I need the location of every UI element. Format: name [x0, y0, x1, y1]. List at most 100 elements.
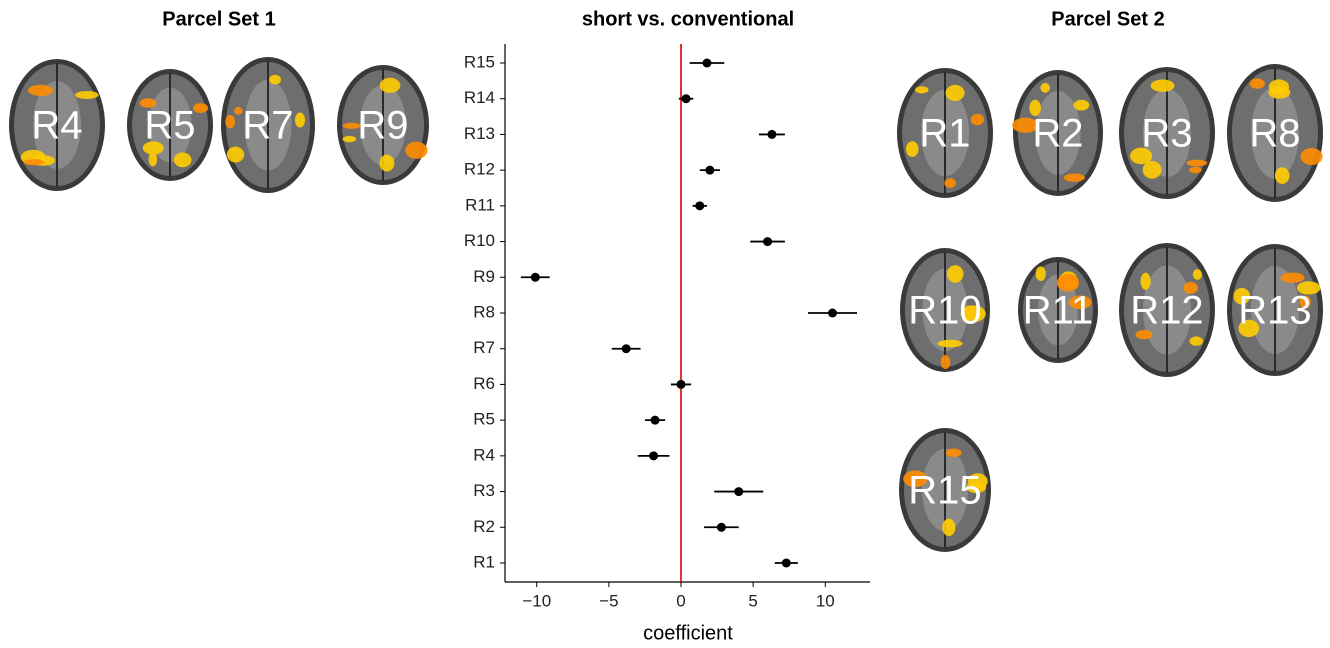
- activation-blob: [225, 115, 235, 129]
- brain-label: R10: [908, 289, 981, 333]
- point: [828, 309, 837, 318]
- brain-image: R13: [1227, 244, 1323, 376]
- x-tick-label: 0: [676, 591, 685, 610]
- brain-label: R7: [242, 104, 293, 148]
- brain-image: R4: [9, 59, 105, 191]
- activation-blob: [379, 155, 394, 172]
- brain-label: R13: [1238, 289, 1311, 333]
- chart-title: short vs. conventional: [582, 8, 794, 30]
- y-tick-label: R12: [464, 160, 495, 179]
- figure: Parcel Set 1 short vs. conventional Parc…: [0, 0, 1330, 648]
- x-tick-label: −10: [522, 591, 551, 610]
- activation-blob: [234, 107, 242, 115]
- activation-blob: [1187, 160, 1208, 167]
- activation-blob: [174, 152, 192, 167]
- point: [651, 416, 660, 425]
- y-tick-label: R3: [473, 481, 495, 500]
- activation-blob: [1151, 79, 1175, 91]
- brain-image: R7: [221, 57, 315, 193]
- point: [649, 451, 658, 460]
- brain-image: R3: [1119, 67, 1215, 199]
- activation-blob: [343, 136, 357, 142]
- panel-title: Parcel Set 2: [1051, 8, 1164, 30]
- activation-blob: [1036, 266, 1046, 281]
- activation-blob: [915, 86, 928, 93]
- activation-blob: [947, 265, 964, 283]
- brain-image: R1: [897, 68, 993, 198]
- brain-image: R9: [337, 65, 429, 185]
- point: [782, 559, 791, 568]
- y-tick-label: R9: [473, 267, 495, 286]
- activation-blob: [971, 114, 984, 125]
- activation-blob: [1140, 273, 1150, 290]
- y-tick-label: R10: [464, 231, 495, 250]
- y-tick-label: R2: [473, 517, 495, 536]
- y-tick-label: R13: [464, 124, 495, 143]
- brain-image: R10: [900, 248, 990, 372]
- x-tick-label: −5: [599, 591, 618, 610]
- panel-title: Parcel Set 1: [162, 8, 275, 30]
- y-tick-label: R1: [473, 552, 495, 571]
- point: [622, 344, 631, 353]
- y-tick-label: R14: [464, 88, 495, 107]
- point: [767, 130, 776, 139]
- activation-blob: [938, 340, 963, 348]
- activation-blob: [1064, 174, 1085, 182]
- brain-label: R2: [1032, 112, 1083, 156]
- activation-blob: [1275, 167, 1290, 184]
- activation-blob: [405, 142, 427, 159]
- brain-label: R4: [31, 104, 82, 148]
- brain-image: R15: [899, 428, 991, 552]
- activation-blob: [24, 159, 45, 165]
- point: [717, 523, 726, 532]
- y-tick-label: R4: [473, 445, 495, 464]
- activation-blob: [75, 91, 99, 99]
- point: [531, 273, 540, 282]
- y-tick-label: R8: [473, 302, 495, 321]
- y-tick-label: R11: [465, 195, 495, 214]
- brain-label: R12: [1130, 289, 1203, 333]
- brain-label: R15: [908, 469, 981, 513]
- activation-blob: [1268, 86, 1290, 99]
- brain-image: R5: [127, 69, 213, 181]
- brain-label: R9: [357, 104, 408, 148]
- point: [677, 380, 686, 389]
- x-tick-label: 10: [816, 591, 835, 610]
- activation-blob: [1193, 269, 1202, 280]
- activation-blob: [944, 178, 956, 188]
- activation-blob: [941, 355, 951, 369]
- brain-image: R11: [1018, 257, 1098, 363]
- brain-image: R12: [1119, 243, 1215, 377]
- point: [763, 237, 772, 246]
- x-tick-label: 5: [748, 591, 757, 610]
- brain-label: R1: [919, 112, 970, 156]
- brain-image: R8: [1227, 64, 1323, 202]
- activation-blob: [1073, 100, 1089, 111]
- activation-blob: [1250, 78, 1265, 88]
- activation-blob: [269, 75, 281, 85]
- activation-blob: [28, 85, 53, 96]
- y-tick-label: R5: [473, 410, 495, 429]
- activation-blob: [942, 519, 955, 537]
- activation-blob: [1040, 83, 1050, 93]
- activation-blob: [1280, 273, 1304, 283]
- x-axis-label: coefficient: [643, 622, 733, 644]
- activation-blob: [380, 78, 401, 93]
- y-tick-label: R7: [473, 338, 495, 357]
- point: [705, 166, 714, 175]
- y-tick-label: R15: [464, 52, 495, 71]
- brain-image: R2: [1012, 70, 1103, 196]
- activation-blob: [906, 141, 919, 157]
- brain-label: R8: [1249, 112, 1300, 156]
- activation-blob: [227, 147, 244, 163]
- point: [702, 59, 711, 68]
- activation-blob: [149, 152, 158, 167]
- activation-blob: [946, 448, 962, 457]
- point: [734, 487, 743, 496]
- brain-label: R11: [1023, 289, 1093, 333]
- point: [682, 94, 691, 103]
- brain-label: R3: [1141, 112, 1192, 156]
- activation-blob: [946, 85, 965, 101]
- y-tick-label: R6: [473, 374, 495, 393]
- point: [695, 201, 704, 210]
